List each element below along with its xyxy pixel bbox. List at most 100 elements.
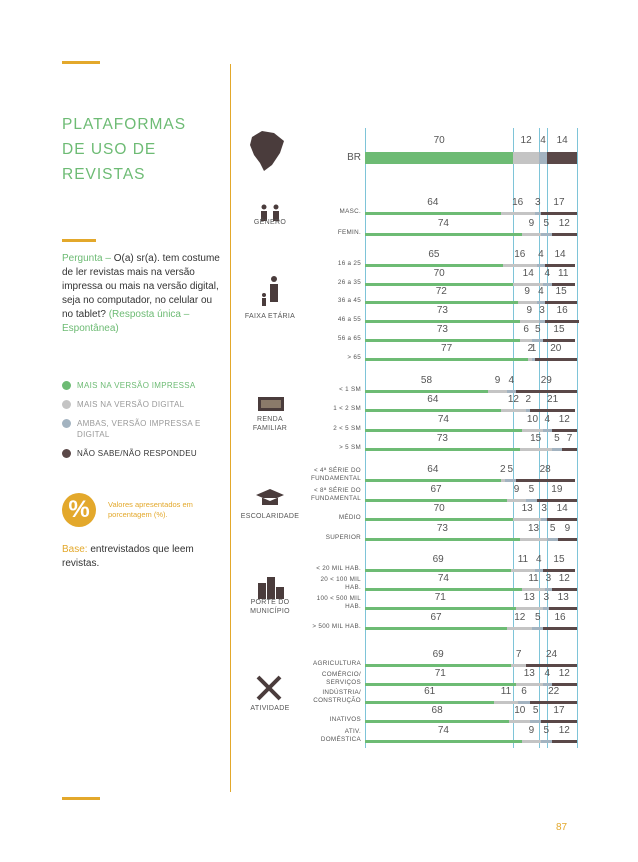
category-label: 100 < 500 MIL HAB. xyxy=(316,595,361,610)
bar-segment xyxy=(513,152,539,164)
value-label: 74 xyxy=(437,414,449,425)
category-label: 56 a 65 xyxy=(337,334,361,342)
value-label: 5 xyxy=(532,705,539,716)
bar-segment xyxy=(365,152,514,164)
value-label: 5 xyxy=(543,218,550,229)
bar-segment xyxy=(513,283,544,286)
value-label: 73 xyxy=(436,305,448,316)
value-label: 68 xyxy=(431,705,443,716)
rule xyxy=(62,61,100,64)
category-label: > 500 MIL HAB. xyxy=(312,622,361,630)
group-label: FAIXA ETÁRIA xyxy=(244,313,296,320)
value-label: 16 xyxy=(556,305,568,316)
category-label: INDÚSTRIA/ CONSTRUÇÃO xyxy=(313,689,361,704)
value-label: 69 xyxy=(432,554,444,565)
bar-segment xyxy=(519,538,548,541)
value-label: 16 xyxy=(512,197,524,208)
rule xyxy=(62,239,96,242)
bar-segment xyxy=(365,212,501,215)
category-label: MÉDIO xyxy=(338,513,361,521)
legend: MAIS NA VERSÃO IMPRESSA MAIS NA VERSÃO DI… xyxy=(62,380,212,467)
bar-segment xyxy=(365,264,503,267)
value-label: 13 xyxy=(523,668,535,679)
value-label: 16 xyxy=(514,249,526,260)
category-label: SUPERIOR xyxy=(325,533,361,541)
gender-icon xyxy=(261,204,279,221)
bar-segment xyxy=(494,701,518,704)
value-label: 73 xyxy=(436,523,448,534)
bar-segment xyxy=(547,538,558,541)
value-label: 70 xyxy=(433,135,445,146)
bar-segment xyxy=(536,499,577,502)
value-label: 12 xyxy=(507,394,519,405)
category-label: FEMIN. xyxy=(337,228,361,236)
value-label: 73 xyxy=(436,324,448,335)
value-label: 74 xyxy=(437,725,449,736)
value-label: 5 xyxy=(543,725,550,736)
icons xyxy=(250,131,284,701)
value-label: 4 xyxy=(508,375,515,386)
value-label: 17 xyxy=(553,197,565,208)
bar-segment xyxy=(540,233,552,236)
value-label: 5 xyxy=(554,433,560,444)
value-label: 74 xyxy=(437,218,449,229)
value-label: 9 xyxy=(528,218,535,229)
guide-line xyxy=(365,128,366,748)
bar-segment xyxy=(365,390,488,393)
value-label: 5 xyxy=(534,324,541,335)
bar-segment xyxy=(547,518,577,521)
category-label: COMÉRCIO/ SERVIÇOS xyxy=(321,671,361,686)
bar-segment xyxy=(540,720,577,723)
value-label: 12 xyxy=(514,612,526,623)
value-label: 13 xyxy=(557,592,569,603)
value-label: 16 xyxy=(554,612,566,623)
question-note: (Resposta única – Espontânea) xyxy=(62,309,190,334)
value-label: 21 xyxy=(547,394,559,405)
bar-segment xyxy=(545,320,580,323)
value-label: 10 xyxy=(526,414,539,425)
value-label: 12 xyxy=(558,218,570,229)
bar-segment xyxy=(500,212,535,215)
age-icon xyxy=(262,276,278,306)
school-icon xyxy=(256,489,284,505)
bar-segment xyxy=(365,409,501,412)
bar-segment xyxy=(365,701,495,704)
value-label: 12 xyxy=(558,573,570,584)
value-label: 12 xyxy=(558,725,570,736)
question-label: Pergunta – xyxy=(62,253,111,264)
bar-segment xyxy=(365,448,520,451)
legend-label: MAIS NA VERSÃO IMPRESSA xyxy=(77,381,196,390)
category-label: > 5 SM xyxy=(339,443,361,451)
legend-swatch xyxy=(62,449,71,458)
value-label: 9 xyxy=(526,305,533,316)
bar-segment xyxy=(365,429,522,432)
bar-segment xyxy=(515,683,544,686)
category-label: ATIV. DOMÉSTICA xyxy=(320,728,361,743)
value-label: 5 xyxy=(507,464,513,475)
bar-segment xyxy=(530,720,541,723)
value-label: 7 xyxy=(566,433,573,444)
value-label: 71 xyxy=(434,668,446,679)
bar-segment xyxy=(536,301,546,304)
bar-segment xyxy=(517,301,537,304)
bar-segment xyxy=(543,339,575,342)
bar-segment xyxy=(521,588,546,591)
value-label: 9 xyxy=(528,725,535,736)
value-label: 4 xyxy=(540,135,546,146)
money-icon xyxy=(258,397,284,411)
value-label: 11 xyxy=(500,686,512,697)
legend-swatch xyxy=(62,419,71,428)
bar-segment xyxy=(551,429,577,432)
value-label: 29 xyxy=(540,375,552,386)
bar-segment xyxy=(365,479,501,482)
bar-segment xyxy=(521,429,544,432)
bar-segment xyxy=(543,283,552,286)
value-label: 67 xyxy=(430,484,442,495)
bar-segment xyxy=(511,569,535,572)
legend-item: AMBAS, VERSÃO IMPRESSA E DIGITAL xyxy=(62,418,212,440)
value-label: 70 xyxy=(433,268,445,279)
bar-segment xyxy=(504,479,516,482)
category-label: 26 a 35 xyxy=(337,278,361,286)
value-label: 17 xyxy=(553,705,565,716)
value-label: 6 xyxy=(521,686,527,697)
